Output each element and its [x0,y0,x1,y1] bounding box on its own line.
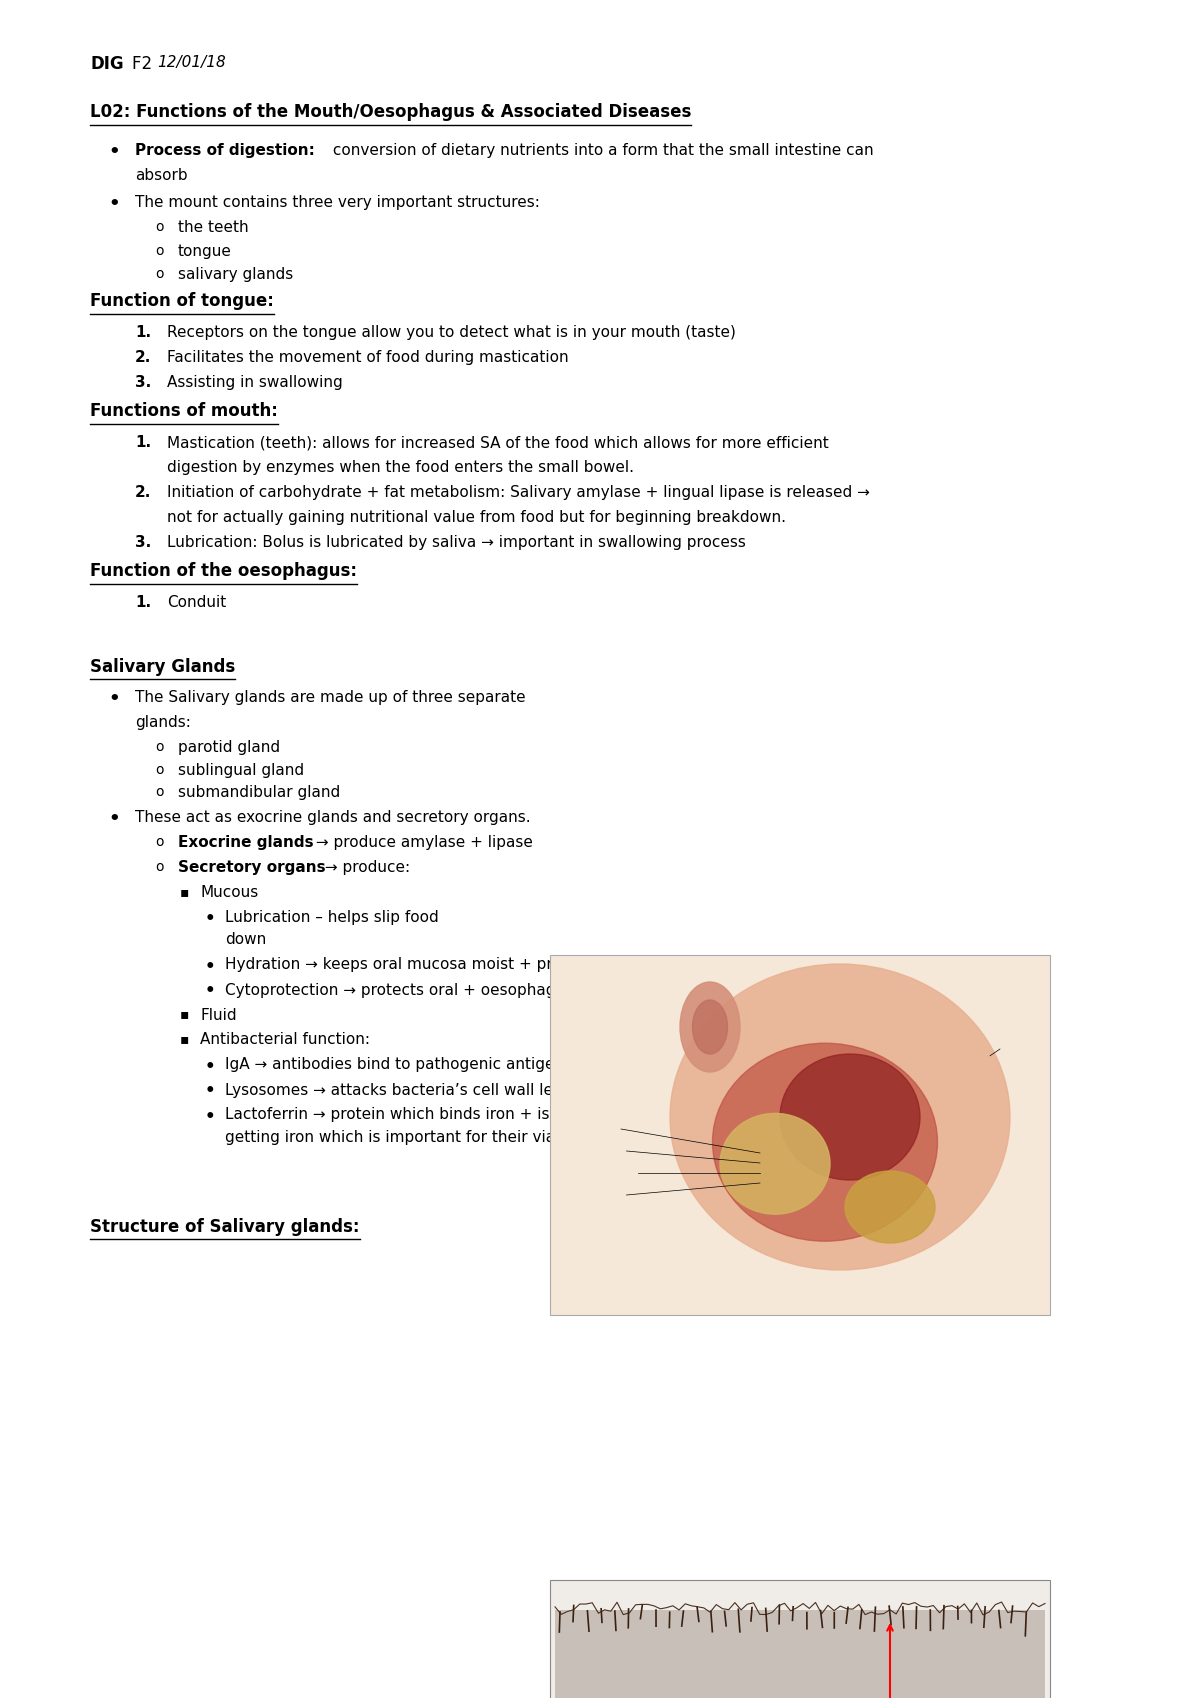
Bar [550,954,1050,1314]
Text: IgA → antibodies bind to pathogenic antigen: IgA → antibodies bind to pathogenic anti… [226,1058,564,1073]
Text: L02: Functions of the Mouth/Oesophagus & Associated Diseases: L02: Functions of the Mouth/Oesophagus &… [90,102,691,121]
Text: o: o [155,221,163,234]
Text: The Salivary glands are made up of three separate: The Salivary glands are made up of three… [134,689,526,705]
Text: down: down [226,932,266,947]
Ellipse shape [670,964,1010,1270]
Ellipse shape [713,1043,937,1241]
Text: duct: duct [1024,1129,1045,1139]
Text: ▪: ▪ [180,1032,190,1046]
Text: 1.: 1. [134,435,151,450]
Text: gland: gland [554,1223,582,1233]
Text: 3.: 3. [134,535,151,550]
Text: •: • [205,1083,216,1100]
Text: Hydration → keeps oral mucosa moist + prevents dehydration/cell death: Hydration → keeps oral mucosa moist + pr… [226,958,782,973]
Text: •: • [108,689,120,708]
Text: The mount contains three very important structures:: The mount contains three very important … [134,195,540,211]
Text: These act as exocrine glands and secretory organs.: These act as exocrine glands and secreto… [134,810,530,825]
Text: tongue: tongue [178,245,232,258]
Text: 12/01/18: 12/01/18 [157,54,226,70]
Text: ▪: ▪ [180,1007,190,1022]
Text: •: • [205,1107,216,1126]
Text: salivary glands: salivary glands [178,268,293,282]
Text: Lactoferrin → protein which binds iron + is bactericidal (limits bacteria: Lactoferrin → protein which binds iron +… [226,1107,764,1122]
Text: o: o [155,268,163,282]
Text: F2: F2 [132,54,168,73]
Text: Tongue: Tongue [1010,1054,1045,1065]
Text: Function of tongue:: Function of tongue: [90,292,274,311]
Text: Parotid duct: Parotid duct [554,1134,613,1144]
Text: •: • [108,143,120,161]
Ellipse shape [845,1172,935,1243]
Text: Assisting in swallowing: Assisting in swallowing [167,375,343,391]
Text: o: o [155,835,163,849]
Text: not for actually gaining nutritional value from food but for beginning breakdown: not for actually gaining nutritional val… [167,509,786,525]
Text: Process of digestion:: Process of digestion: [134,143,314,158]
Ellipse shape [780,1054,920,1180]
Bar [550,1581,1050,1698]
Text: Mastication (teeth): allows for increased SA of the food which allows for more e: Mastication (teeth): allows for increase… [167,435,829,450]
Text: Masseter muscle: Masseter muscle [554,1178,637,1189]
Text: submandibular gland: submandibular gland [178,784,341,800]
Text: o: o [155,740,163,754]
Text: absorb: absorb [134,168,187,182]
Ellipse shape [680,981,740,1071]
Text: 2.: 2. [134,486,151,499]
Text: Mucous: Mucous [200,885,258,900]
Text: Receptors on the tongue allow you to detect what is in your mouth (taste): Receptors on the tongue allow you to det… [167,324,736,340]
Text: Functions of mouth:: Functions of mouth: [90,402,278,421]
Text: Glands: Glands [560,990,619,1005]
Text: → produce:: → produce: [319,859,410,874]
Text: parotid gland: parotid gland [178,740,280,756]
Text: Lubrication: Bolus is lubricated by saliva → important in swallowing process: Lubrication: Bolus is lubricated by sali… [167,535,746,550]
Text: Lysosomes → attacks bacteria’s cell wall leading to cell lysis: Lysosomes → attacks bacteria’s cell wall… [226,1083,685,1097]
Text: •: • [205,958,216,975]
Text: sublingual gland: sublingual gland [178,762,304,778]
Text: Exocrine glands: Exocrine glands [178,835,313,851]
Text: o: o [155,762,163,776]
Text: DIG: DIG [90,54,124,73]
Text: 1.: 1. [134,594,151,610]
Text: Facilitates the movement of food during mastication: Facilitates the movement of food during … [167,350,569,365]
Text: •: • [205,983,216,1000]
Text: Mandible: Mandible [1001,1155,1045,1165]
Text: Initiation of carbohydrate + fat metabolism: Salivary amylase + lingual lipase i: Initiation of carbohydrate + fat metabol… [167,486,870,499]
Text: Mouth: Mouth [776,1594,824,1610]
Text: conversion of dietary nutrients into a form that the small intestine can: conversion of dietary nutrients into a f… [328,143,874,158]
Text: o: o [155,859,163,874]
Text: → produce amylase + lipase: → produce amylase + lipase [311,835,533,851]
Text: o: o [155,245,163,258]
Text: Submandibular: Submandibular [554,1200,630,1211]
Bar [554,1610,1045,1698]
Text: 1.: 1. [134,324,151,340]
Text: 2.: 2. [134,350,151,365]
Text: •: • [108,810,120,829]
Text: Salivary Glands: Salivary Glands [90,657,235,676]
Text: •: • [205,1058,216,1075]
Text: Antibacterial function:: Antibacterial function: [200,1032,370,1048]
Text: Parotid gland: Parotid gland [554,1156,619,1167]
Text: getting iron which is important for their viability): getting iron which is important for thei… [226,1129,599,1144]
Ellipse shape [720,1114,830,1214]
Text: Salivary: Salivary [560,966,630,981]
Text: Cytoprotection → protects oral + oesophageal mucosa from damage: Cytoprotection → protects oral + oesopha… [226,983,751,997]
Text: digestion by enzymes when the food enters the small bowel.: digestion by enzymes when the food enter… [167,460,634,475]
Ellipse shape [692,1000,727,1054]
Text: Submandibular: Submandibular [971,1105,1045,1116]
Text: o: o [155,784,163,800]
Text: •: • [205,910,216,929]
Text: Structure of Salivary glands:: Structure of Salivary glands: [90,1217,360,1236]
Text: Fluid: Fluid [200,1007,236,1022]
Text: glands:: glands: [134,715,191,730]
Text: Lubrication – helps slip food: Lubrication – helps slip food [226,910,439,925]
Text: the teeth: the teeth [178,221,248,234]
Text: 3.: 3. [134,375,151,391]
Text: ▪: ▪ [180,885,190,898]
Text: Function of the oesophagus:: Function of the oesophagus: [90,562,358,581]
Text: Secretory organs: Secretory organs [178,859,325,874]
Text: Conduit: Conduit [167,594,227,610]
Text: Sublingual gland: Sublingual gland [964,1080,1045,1090]
Text: •: • [108,195,120,212]
